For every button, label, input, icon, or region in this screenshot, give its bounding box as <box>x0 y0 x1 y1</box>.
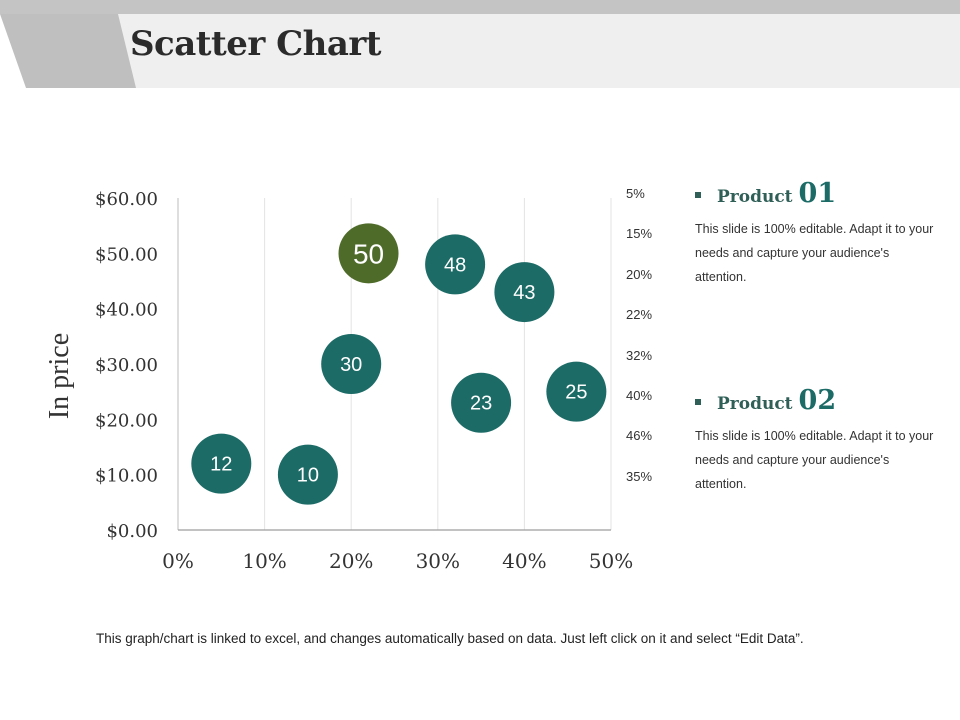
data-point-bubble <box>451 372 512 433</box>
data-point-bubble <box>494 262 555 323</box>
right-axis-label: 15% <box>626 226 653 242</box>
data-point-bubble <box>425 234 486 295</box>
y-tick-label: $0.00 <box>106 521 158 542</box>
right-axis-label: 46% <box>626 428 653 444</box>
data-point-label: 50 <box>353 238 384 269</box>
data-point-bubble <box>191 433 252 494</box>
product-01-block: Product 01 This slide is 100% editable. … <box>695 178 935 289</box>
y-axis-title: In price <box>44 332 75 420</box>
data-point-label: 25 <box>565 382 587 404</box>
x-tick-label: 30% <box>416 549 460 573</box>
right-axis-label: 5% <box>626 186 645 201</box>
data-point-label: 23 <box>470 393 492 415</box>
data-point-bubble <box>321 334 382 394</box>
y-tick-label: $40.00 <box>95 300 158 321</box>
product-01-number: 01 <box>798 178 837 209</box>
product-02-description: This slide is 100% editable. Adapt it to… <box>695 429 934 491</box>
right-axis-label: 22% <box>626 307 653 323</box>
banner-background <box>118 14 960 88</box>
right-axis-label: 20% <box>626 266 653 282</box>
bullet-icon <box>695 399 701 405</box>
bullet-icon <box>695 192 701 198</box>
x-tick-label: 20% <box>329 549 373 573</box>
title-banner <box>0 0 960 88</box>
y-tick-label: $20.00 <box>95 410 158 431</box>
y-tick-label: $10.00 <box>95 466 158 487</box>
data-point-bubble <box>546 361 607 422</box>
data-point-label: 12 <box>210 454 232 476</box>
y-tick-label: $30.00 <box>95 355 158 376</box>
right-axis-label: 35% <box>626 468 653 484</box>
footer-note: This graph/chart is linked to excel, and… <box>96 631 804 646</box>
data-point-bubble <box>277 444 338 505</box>
data-point-label: 30 <box>340 354 362 376</box>
data-point-label: 48 <box>444 254 466 276</box>
page-title: Scatter Chart <box>130 24 382 64</box>
x-tick-label: 40% <box>502 549 546 573</box>
y-tick-label: $50.00 <box>95 244 158 265</box>
data-point-bubble <box>338 223 399 284</box>
banner-accent-shape <box>0 14 136 88</box>
product-02-name: Product <box>717 394 793 414</box>
product-01-name: Product <box>717 187 793 207</box>
x-tick-label: 50% <box>589 549 633 573</box>
right-axis-label: 32% <box>626 347 653 363</box>
right-axis-label: 40% <box>626 388 653 403</box>
product-02-number: 02 <box>798 385 837 416</box>
x-tick-label: 10% <box>242 549 286 573</box>
product-02-block: Product 02 This slide is 100% editable. … <box>695 385 935 496</box>
data-point-label: 10 <box>297 465 319 487</box>
data-point-label: 43 <box>513 282 535 304</box>
y-tick-label: $60.00 <box>95 189 158 210</box>
scatter-chart: 0% 10% 20% 30% 40% 50% $0.00 $10.00 $20.00 $30.00… <box>95 189 633 573</box>
product-01-description: This slide is 100% editable. Adapt it to… <box>695 222 934 284</box>
x-tick-label: 0% <box>162 549 194 573</box>
banner-top-strip <box>0 0 960 14</box>
